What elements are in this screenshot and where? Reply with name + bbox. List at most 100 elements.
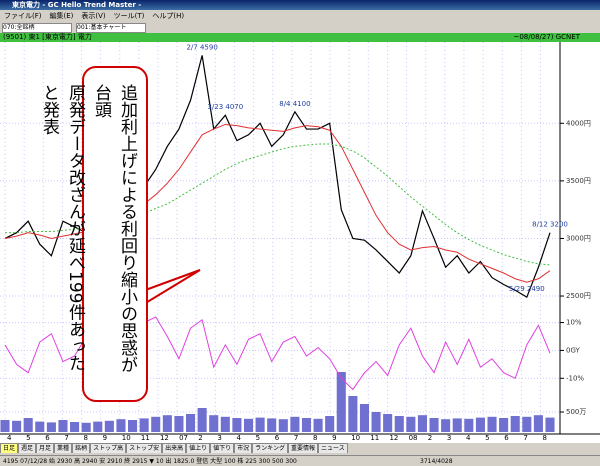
volume-bar: [58, 420, 68, 432]
volume-bar: [151, 416, 161, 432]
info-left: (9501) 東1 [東京電力] 電力: [3, 33, 92, 41]
volume-bar: [0, 420, 10, 432]
volume-bar: [533, 415, 543, 432]
volume-bar: [185, 414, 196, 432]
volume-bar: [487, 416, 497, 432]
x-tick-label: 4: [236, 434, 241, 442]
annotation: 5/29 2490: [509, 285, 545, 293]
volume-bar: [255, 417, 265, 432]
volume-bar: [46, 422, 56, 432]
x-tick-label: 9: [103, 434, 107, 442]
tab[interactable]: ストップ高: [90, 443, 127, 453]
annotation: 3/23 4070: [207, 103, 243, 111]
x-tick-label: 11: [370, 434, 379, 442]
volume-bar: [441, 419, 451, 432]
volume-bar: [278, 419, 288, 432]
volume-bar: [128, 420, 138, 432]
tab[interactable]: 業種: [54, 443, 73, 453]
x-tick-label: 6: [504, 434, 509, 442]
y-tick-label: -10%: [566, 374, 584, 382]
x-tick-label: 8: [313, 434, 317, 442]
info-right: ~08/08/27) GCNET: [513, 33, 580, 41]
tab[interactable]: 値下り: [210, 443, 235, 453]
tab[interactable]: 値上り: [186, 443, 211, 453]
x-tick-label: 6: [45, 434, 50, 442]
x-tick-label: 12: [389, 434, 398, 442]
menu-item[interactable]: 編集(E): [49, 12, 74, 20]
x-tick-label: 7: [294, 434, 298, 442]
volume-bar: [104, 420, 114, 432]
volume-bar: [232, 418, 242, 432]
tab-bar: 日足 週足 月足 業種 銘柄 ストップ高 ストップ安 出来高 値上り 値下り 市況 ランキング 重要情報…: [0, 443, 600, 453]
volume-bar: [70, 422, 80, 432]
x-tick-label: 9: [332, 434, 336, 442]
volume-bar: [348, 396, 358, 432]
volume-bar: [139, 418, 149, 432]
y-tick-label: 4000円: [566, 119, 591, 127]
volume-bar: [290, 416, 300, 432]
callout-line: 追加利上げによる利回り縮小の思惑が台頭: [91, 84, 137, 373]
y-tick-label: 3000円: [566, 234, 591, 242]
volume-bar: [383, 414, 393, 432]
tab[interactable]: 銘柄: [72, 443, 91, 453]
tab[interactable]: ストップ安: [126, 443, 163, 453]
volume-bar: [301, 418, 312, 432]
callout: 追加利上げによる利回り縮小の思惑が台頭 原発データ改ざんが延べ199件あったと発表: [39, 66, 148, 402]
volume-bar: [452, 418, 462, 432]
volume-bar: [162, 415, 172, 432]
moving-average: [5, 143, 551, 266]
tab[interactable]: 日足: [0, 443, 19, 453]
title-bar: 東京電力 - GC Hello Trend Master -: [0, 0, 600, 10]
x-tick-label: 5: [256, 434, 260, 442]
x-tick-label: 3: [217, 434, 221, 442]
x-tick-label: 7: [523, 434, 527, 442]
volume-bar: [336, 372, 346, 432]
tab[interactable]: 重要情報: [288, 443, 319, 453]
volume-bar: [197, 408, 207, 432]
tab[interactable]: 出来高: [162, 443, 187, 453]
x-tick-label: 08: [409, 434, 418, 442]
x-tick-label: 8: [542, 434, 546, 442]
volume-bar: [12, 420, 22, 432]
toolbar: 070:全銘柄 001:基本チャート: [0, 22, 600, 33]
volume-bar: [429, 418, 439, 432]
volume-bar: [325, 416, 335, 432]
volume-bar: [23, 418, 33, 432]
annotation: 8/12 3200: [532, 221, 568, 229]
x-tick-label: 5: [26, 434, 30, 442]
volume-bar: [174, 416, 184, 432]
x-tick-label: 10: [122, 434, 131, 442]
tab[interactable]: ランキング: [252, 443, 288, 453]
x-tick-label: 11: [141, 434, 150, 442]
info-bar: (9501) 東1 [東京電力] 電力 ~08/08/27) GCNET: [0, 33, 600, 42]
tab[interactable]: 週足: [18, 443, 37, 453]
volume-bar: [475, 417, 485, 432]
tab[interactable]: ニュース: [318, 443, 348, 453]
menu-item[interactable]: ツール(T): [113, 12, 145, 20]
volume-bar: [35, 421, 45, 432]
x-tick-label: 3: [447, 434, 451, 442]
menu-item[interactable]: 表示(V): [81, 12, 106, 20]
annotation: 2/7 4590: [186, 43, 217, 51]
x-tick-label: 10: [351, 434, 360, 442]
volume-bar: [510, 416, 520, 432]
x-tick-label: 4: [466, 434, 471, 442]
callout-line: 原発データ改ざんが延べ199件あったと発表: [39, 84, 85, 372]
menu-bar: ファイル(F) 編集(E) 表示(V) ツール(T) ヘルプ(H): [0, 10, 600, 22]
menu-item[interactable]: ヘルプ(H): [152, 12, 185, 20]
dropdown[interactable]: 070:全銘柄: [2, 23, 72, 33]
volume-bar: [81, 422, 91, 432]
tab[interactable]: 市況: [234, 443, 253, 453]
volume-bar: [371, 412, 381, 432]
tab[interactable]: 月足: [36, 443, 55, 453]
status-right: 3714/4028: [420, 458, 453, 465]
volume-bar: [220, 416, 230, 432]
y-tick-label: 500万: [566, 408, 586, 416]
x-tick-label: 2: [198, 434, 202, 442]
status-left: 4195 07/12/28 始 2930 高 2940 安 2910 終 291…: [3, 458, 297, 465]
menu-item[interactable]: ファイル(F): [4, 12, 42, 20]
volume-bar: [406, 416, 416, 432]
volume-bar: [116, 419, 126, 432]
dropdown[interactable]: 001:基本チャート: [76, 23, 146, 33]
